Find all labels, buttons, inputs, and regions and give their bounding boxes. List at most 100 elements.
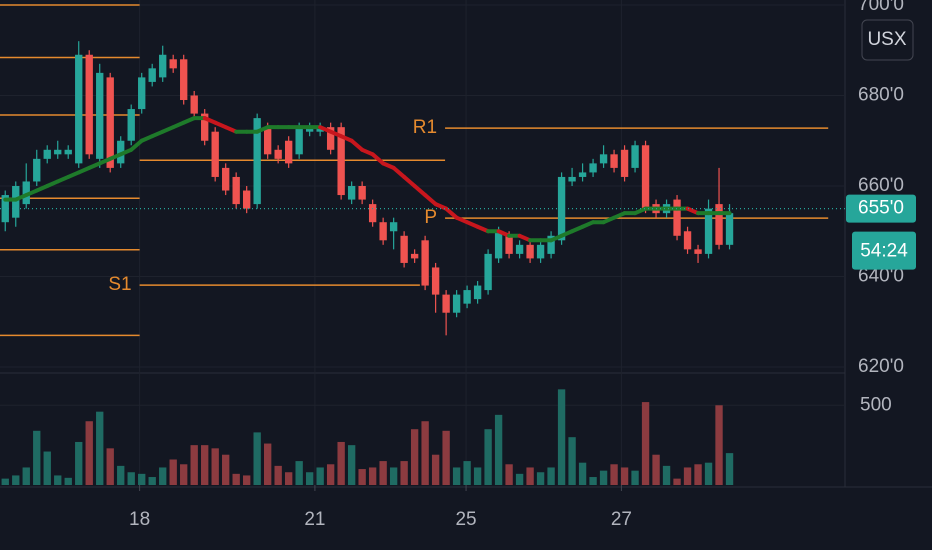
candle-body: [326, 127, 335, 150]
volume: [1, 389, 734, 485]
y-tick-label: 620'0: [858, 356, 904, 377]
candle-body: [180, 59, 188, 101]
volume-bar: [589, 477, 597, 485]
currency-button[interactable]: USX: [867, 29, 906, 50]
candle-body: [54, 149, 62, 155]
candle-body: [442, 294, 450, 313]
volume-bar: [725, 453, 734, 485]
x-tick-label: 18: [129, 509, 150, 530]
pivot-label: R1: [413, 117, 437, 138]
candle-body: [274, 149, 282, 159]
volume-bar: [316, 467, 324, 485]
volume-bar: [64, 477, 72, 485]
candle-body: [515, 244, 524, 254]
volume-bar: [389, 467, 398, 485]
volume-bar: [505, 464, 513, 485]
pivot-label: S1: [108, 274, 131, 295]
ma-segment: [391, 165, 407, 179]
candle-body: [631, 145, 639, 168]
currency-button-frame[interactable]: [861, 19, 914, 61]
volume-bar: [274, 465, 282, 485]
candle-body: [620, 149, 629, 177]
volume-bar: [400, 461, 408, 485]
candle-body: [547, 235, 555, 254]
candle-body: [117, 140, 125, 164]
candle-body: [473, 285, 482, 300]
candle-body: [568, 176, 576, 182]
candle-body: [463, 290, 471, 304]
volume-bar: [1, 478, 9, 485]
volume-bar: [22, 467, 30, 485]
volume-bar: [180, 464, 188, 485]
volume-bar: [253, 432, 261, 485]
volume-bar: [673, 478, 681, 485]
ma-segment: [444, 206, 459, 220]
candle-body: [85, 54, 93, 155]
y-tick-label: 640'0: [858, 266, 904, 287]
candle-body: [599, 154, 608, 164]
candle-body: [536, 244, 545, 259]
candle-body: [211, 131, 219, 177]
candle-body: [431, 267, 440, 295]
candle-body: [704, 208, 713, 254]
candle-body: [725, 213, 734, 245]
candle-body: [358, 186, 366, 200]
volume-bar: [526, 467, 534, 485]
volume-bar: [463, 461, 471, 485]
candle-body: [75, 54, 83, 164]
candle-body: [610, 154, 618, 168]
volume-tick-label: 500: [860, 394, 892, 415]
candle-body: [641, 145, 650, 209]
candle-body: [169, 59, 177, 69]
volume-bar: [127, 472, 135, 485]
volume-bar: [484, 429, 492, 485]
candle-body: [683, 231, 692, 250]
candle-body: [578, 172, 587, 177]
volume-bar: [117, 465, 125, 485]
volume-bar: [33, 430, 41, 485]
volume-bar: [211, 448, 219, 485]
volume-bar: [683, 467, 692, 485]
candle-body: [22, 181, 30, 205]
pivot-label: R1: [107, 0, 131, 5]
y-tick-label: 700'0: [858, 0, 904, 15]
volume-bar: [494, 414, 503, 485]
x-tick-label: 25: [455, 509, 476, 530]
volume-bar: [43, 451, 51, 485]
volume-bar: [515, 473, 524, 485]
volume-bar: [305, 472, 314, 485]
candle-body: [33, 158, 41, 182]
candle-body: [1, 195, 9, 223]
candle-body: [368, 204, 377, 223]
ma-segment: [423, 193, 438, 207]
countdown-label: 54:24: [860, 241, 908, 262]
volume-bar: [610, 464, 618, 485]
volume-bar: [159, 467, 167, 485]
ma-segment: [349, 138, 365, 152]
candle-body: [526, 244, 534, 259]
candle-body: [347, 186, 356, 200]
volume-bar: [284, 472, 293, 485]
candle-body: [694, 249, 702, 254]
candle-body: [201, 113, 209, 141]
candles: [1, 41, 734, 336]
volume-bar: [641, 402, 650, 485]
candle-body: [400, 235, 408, 263]
volume-bar: [421, 421, 429, 485]
candle-body: [484, 253, 492, 291]
volume-bar: [243, 475, 251, 485]
candle-body: [263, 127, 272, 155]
volume-bar: [337, 441, 345, 485]
candle-body: [389, 222, 398, 232]
y-tick-label: 660'0: [858, 175, 904, 196]
volume-bar: [106, 448, 114, 485]
candle-body: [410, 253, 419, 259]
candle-body: [337, 127, 345, 196]
last-price-box: [846, 194, 916, 223]
candle-body: [494, 231, 503, 259]
candle-body: [243, 190, 251, 209]
volume-bar: [568, 437, 576, 485]
volume-bar: [599, 470, 608, 485]
candle-body: [673, 199, 681, 236]
volume-bar: [536, 472, 545, 485]
